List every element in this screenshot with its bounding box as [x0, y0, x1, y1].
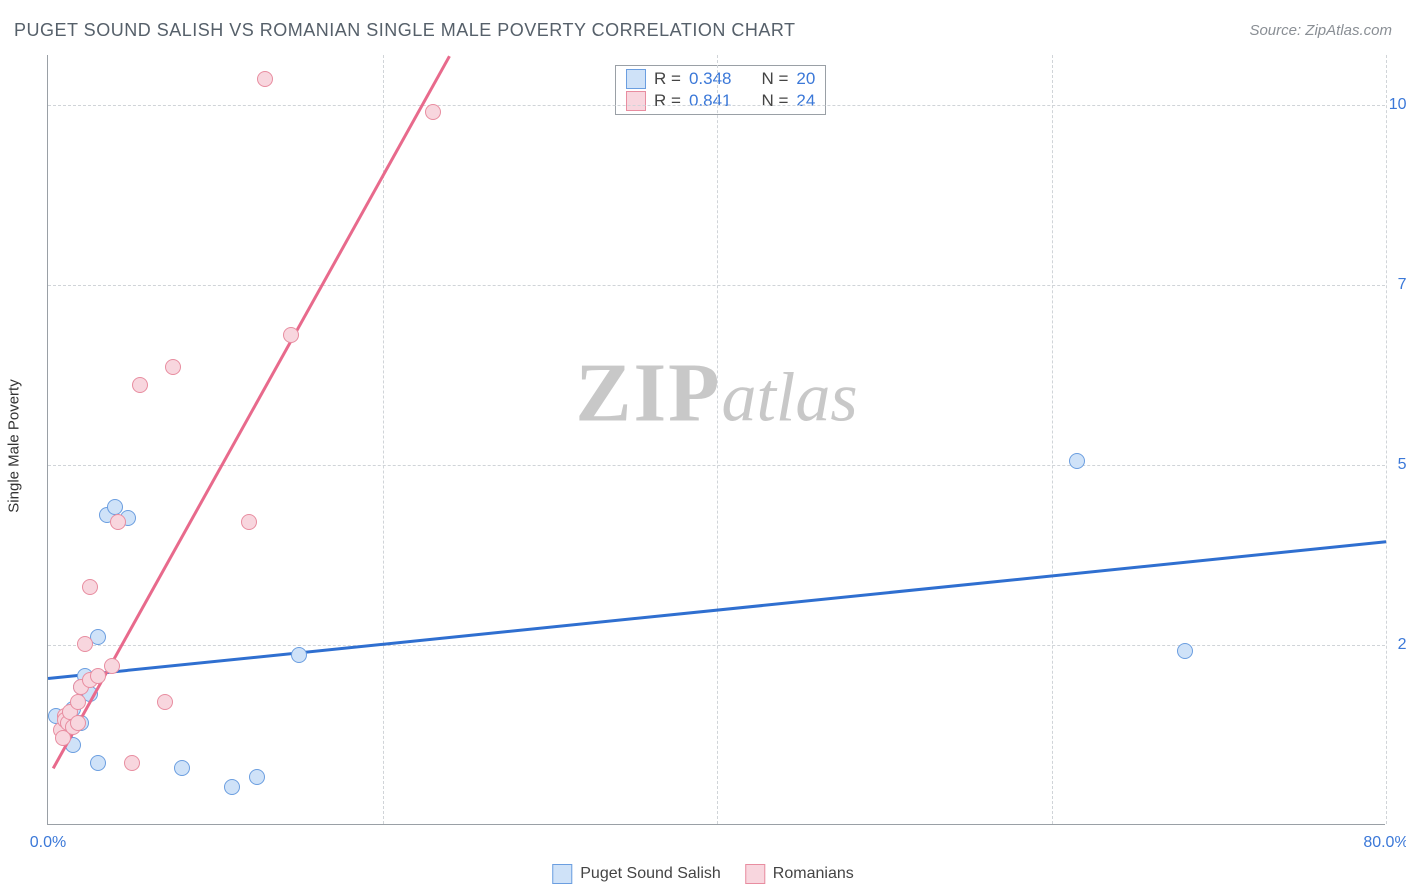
r-label: R = — [654, 69, 681, 89]
legend-label: Romanians — [773, 865, 854, 883]
n-value: 24 — [796, 91, 815, 111]
r-value: 0.841 — [689, 91, 732, 111]
x-tick-label: 80.0% — [1363, 834, 1406, 852]
data-point — [124, 755, 140, 771]
data-point — [77, 636, 93, 652]
data-point — [224, 779, 240, 795]
n-value: 20 — [796, 69, 815, 89]
n-label: N = — [761, 69, 788, 89]
data-point — [90, 755, 106, 771]
data-point — [1069, 453, 1085, 469]
data-point — [249, 769, 265, 785]
gridline-vertical — [1052, 55, 1053, 824]
y-axis-label: Single Male Poverty — [6, 379, 23, 512]
series-legend: Puget Sound Salish Romanians — [552, 864, 853, 884]
data-point — [104, 658, 120, 674]
data-point — [425, 104, 441, 120]
gridline-vertical — [717, 55, 718, 824]
data-point — [291, 647, 307, 663]
correlation-legend: R = 0.348 N = 20 R = 0.841 N = 24 — [615, 65, 826, 115]
scatter-chart: ZIPatlas R =0.348N =20R =0.841N =24 25.0… — [47, 55, 1385, 825]
y-tick-label: 25.0% — [1398, 636, 1406, 654]
data-point — [165, 359, 181, 375]
y-tick-label: 50.0% — [1398, 456, 1406, 474]
data-point — [70, 694, 86, 710]
data-point — [157, 694, 173, 710]
data-point — [1177, 643, 1193, 659]
data-point — [174, 760, 190, 776]
data-point — [90, 668, 106, 684]
legend-item: Puget Sound Salish — [552, 864, 721, 884]
legend-item: Romanians — [745, 864, 854, 884]
y-tick-label: 75.0% — [1398, 276, 1406, 294]
legend-label: Puget Sound Salish — [580, 865, 721, 883]
legend-swatch — [745, 864, 765, 884]
chart-title: PUGET SOUND SALISH VS ROMANIAN SINGLE MA… — [14, 20, 796, 41]
legend-row: R = 0.348 N = 20 — [626, 69, 815, 89]
data-point — [257, 71, 273, 87]
r-label: R = — [654, 91, 681, 111]
data-point — [283, 327, 299, 343]
source-attribution: Source: ZipAtlas.com — [1249, 22, 1392, 39]
chart-header: PUGET SOUND SALISH VS ROMANIAN SINGLE MA… — [14, 20, 1392, 41]
data-point — [70, 715, 86, 731]
data-point — [241, 514, 257, 530]
n-label: N = — [761, 91, 788, 111]
legend-swatch — [626, 69, 646, 89]
data-point — [132, 377, 148, 393]
x-tick-label: 0.0% — [30, 834, 66, 852]
watermark-zip: ZIP — [575, 345, 721, 442]
gridline-vertical — [1386, 55, 1387, 824]
legend-row: R = 0.841 N = 24 — [626, 91, 815, 111]
data-point — [110, 514, 126, 530]
legend-swatch — [626, 91, 646, 111]
r-value: 0.348 — [689, 69, 732, 89]
watermark-atlas: atlas — [721, 359, 857, 439]
data-point — [82, 579, 98, 595]
legend-swatch — [552, 864, 572, 884]
y-tick-label: 100.0% — [1389, 96, 1406, 114]
